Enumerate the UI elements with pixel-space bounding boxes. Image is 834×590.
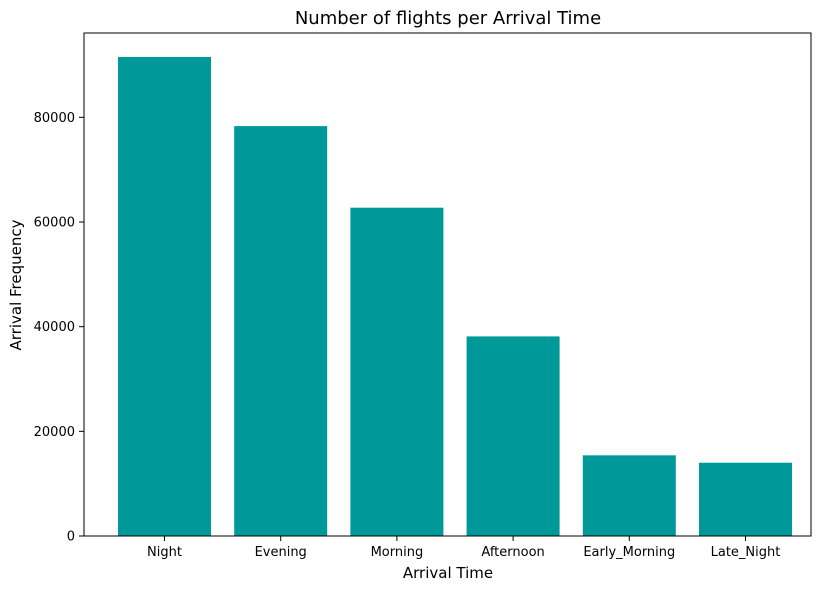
bar-night bbox=[118, 56, 211, 536]
x-tick-label: Night bbox=[147, 545, 182, 560]
bar-evening bbox=[234, 126, 328, 537]
x-tick-label: Early_Morning bbox=[583, 545, 675, 560]
bar-early-morning bbox=[582, 455, 676, 536]
x-axis-ticks: Night Evening Morning Afternoon Early_Mornin… bbox=[147, 536, 780, 560]
y-axis-title: Arrival Frequency bbox=[7, 219, 25, 350]
x-tick-label: Evening bbox=[255, 545, 307, 560]
bar-afternoon bbox=[466, 336, 560, 536]
bars-group bbox=[118, 56, 792, 537]
plot-frame bbox=[83, 32, 812, 537]
bar-late-night bbox=[699, 462, 792, 536]
chart-title: Number of flights per Arrival Time bbox=[295, 8, 601, 29]
y-axis-ticks: 0 20000 40000 60000 80000 bbox=[34, 111, 84, 545]
x-tick-label: Late_Night bbox=[711, 545, 781, 560]
y-tick-label: 40000 bbox=[34, 320, 75, 335]
y-tick-label: 60000 bbox=[34, 216, 75, 231]
y-tick-label: 0 bbox=[67, 530, 75, 545]
y-tick-label: 20000 bbox=[34, 425, 75, 440]
bar-morning bbox=[350, 207, 444, 536]
x-tick-label: Morning bbox=[371, 545, 424, 560]
x-tick-label: Afternoon bbox=[481, 545, 544, 560]
x-axis-title: Arrival Time bbox=[403, 564, 493, 582]
y-tick-label: 80000 bbox=[34, 111, 75, 126]
